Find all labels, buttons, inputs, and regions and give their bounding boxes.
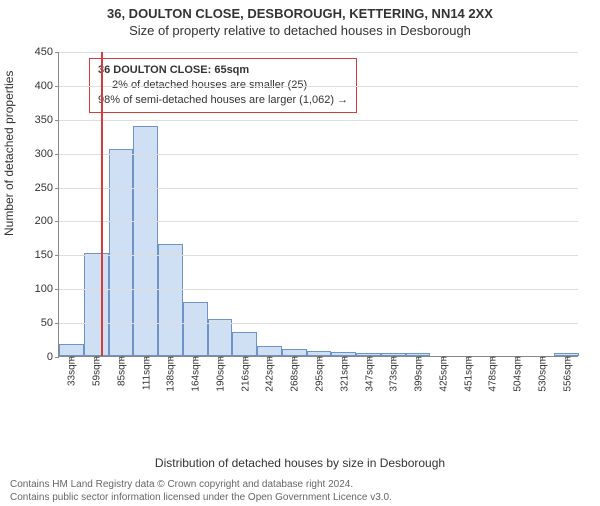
bar (59, 344, 84, 356)
gridline (59, 188, 578, 189)
chart-title-subtitle: Size of property relative to detached ho… (0, 23, 600, 38)
xtick-label: 164sqm (189, 356, 202, 392)
bar (84, 253, 109, 356)
bar (282, 349, 307, 356)
ytick-label: 50 (41, 317, 59, 329)
bar (109, 149, 134, 356)
gridline (59, 255, 578, 256)
xtick-label: 321sqm (337, 356, 350, 392)
property-marker-line (101, 52, 103, 356)
bar (183, 302, 208, 356)
callout-larger: 98% of semi-detached houses are larger (… (98, 93, 348, 108)
footer-line2: Contains public sector information licen… (10, 492, 590, 505)
xtick-label: 478sqm (486, 356, 499, 392)
xtick-label: 373sqm (387, 356, 400, 392)
bar (232, 332, 257, 356)
ytick-label: 350 (35, 114, 59, 126)
bar (158, 244, 183, 356)
xtick-label: 504sqm (511, 356, 524, 392)
xtick-label: 295sqm (313, 356, 326, 392)
y-axis-label: Number of detached properties (2, 71, 16, 236)
xtick-label: 190sqm (213, 356, 226, 392)
xtick-label: 33sqm (65, 356, 78, 386)
xtick-label: 530sqm (535, 356, 548, 392)
gridline (59, 221, 578, 222)
ytick-label: 400 (35, 80, 59, 92)
xtick-label: 138sqm (164, 356, 177, 392)
chart-title-address: 36, DOULTON CLOSE, DESBOROUGH, KETTERING… (0, 6, 600, 21)
ytick-label: 0 (47, 351, 59, 363)
ytick-label: 250 (35, 182, 59, 194)
xtick-label: 425sqm (436, 356, 449, 392)
xtick-label: 556sqm (560, 356, 573, 392)
gridline (59, 323, 578, 324)
gridline (59, 52, 578, 53)
callout-title: 36 DOULTON CLOSE: 65sqm (98, 64, 249, 76)
chart-area: 36 DOULTON CLOSE: 65sqm ← 2% of detached… (58, 52, 578, 417)
bar (208, 319, 233, 356)
x-axis-label: Distribution of detached houses by size … (0, 456, 600, 470)
ytick-label: 450 (35, 46, 59, 58)
ytick-label: 150 (35, 249, 59, 261)
plot-region: 36 DOULTON CLOSE: 65sqm ← 2% of detached… (58, 52, 578, 357)
xtick-label: 111sqm (139, 356, 152, 390)
xtick-label: 268sqm (288, 356, 301, 392)
gridline (59, 154, 578, 155)
bar (133, 126, 158, 356)
footer-line1: Contains HM Land Registry data © Crown c… (10, 479, 590, 492)
ytick-label: 200 (35, 215, 59, 227)
xtick-label: 59sqm (90, 356, 103, 386)
xtick-label: 451sqm (461, 356, 474, 392)
xtick-label: 85sqm (114, 356, 127, 386)
bar (257, 346, 282, 356)
gridline (59, 289, 578, 290)
xtick-label: 399sqm (412, 356, 425, 392)
gridline (59, 120, 578, 121)
xtick-label: 216sqm (238, 356, 251, 392)
gridline (59, 86, 578, 87)
ytick-label: 300 (35, 148, 59, 160)
xtick-label: 347sqm (362, 356, 375, 392)
footer-attribution: Contains HM Land Registry data © Crown c… (10, 479, 590, 504)
xtick-label: 242sqm (263, 356, 276, 392)
ytick-label: 100 (35, 283, 59, 295)
